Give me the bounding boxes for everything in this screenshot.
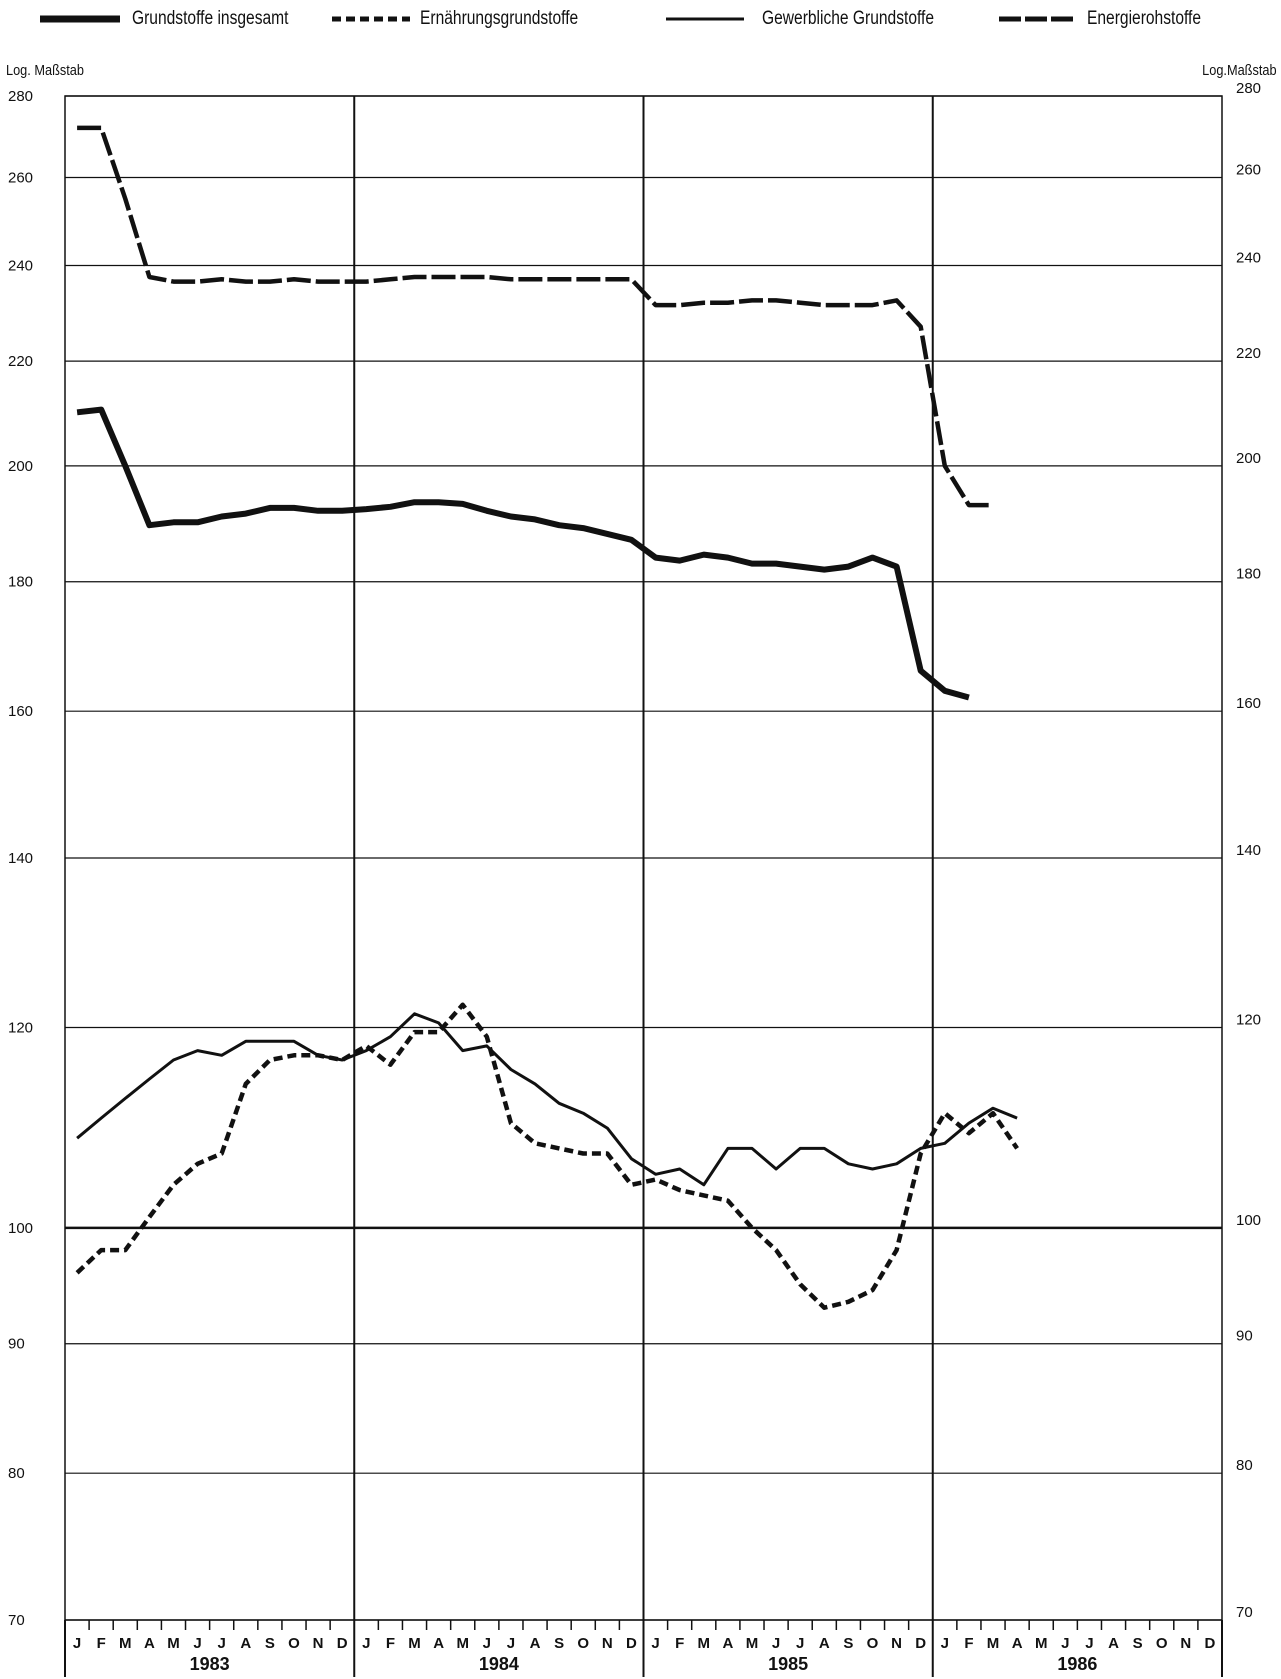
month-label: J: [73, 1635, 81, 1652]
y-tick-label-left: 80: [8, 1465, 25, 1482]
month-label: J: [796, 1635, 804, 1652]
y-tick-label-left: 220: [8, 353, 33, 370]
year-label-1983: 1983: [190, 1654, 230, 1674]
month-label: O: [1156, 1635, 1168, 1652]
month-label: A: [530, 1635, 541, 1652]
month-label: J: [507, 1635, 515, 1652]
month-label: M: [1035, 1635, 1048, 1652]
month-label: A: [1108, 1635, 1119, 1652]
month-label: F: [97, 1635, 106, 1652]
month-label: D: [626, 1635, 637, 1652]
series-line-grundstoffe-insgesamt: [76, 406, 970, 701]
month-label: M: [119, 1635, 132, 1652]
year-label-1984: 1984: [479, 1654, 519, 1674]
month-label: A: [433, 1635, 444, 1652]
legend-label: Energierohstoffe: [1087, 8, 1202, 29]
month-label: D: [915, 1635, 926, 1652]
month-label: S: [265, 1635, 275, 1652]
month-label: O: [577, 1635, 589, 1652]
y-tick-label-left: 280: [8, 88, 33, 105]
month-label: N: [313, 1635, 324, 1652]
month-label: O: [867, 1635, 879, 1652]
y-tick-label-right: 120: [1236, 1011, 1261, 1028]
y-tick-label-left: 90: [8, 1336, 25, 1353]
legend: Grundstoffe insgesamt Ernährungsgrundsto…: [0, 0, 1281, 40]
series-line-energierohstoffe: [77, 125, 993, 508]
right-axis-caption: Log.Maßstab: [1202, 62, 1277, 79]
y-tick-label-left: 100: [8, 1220, 33, 1237]
legend-swatch-dotted: [332, 16, 410, 22]
month-label: J: [218, 1635, 226, 1652]
y-tick-label-right: 280: [1236, 80, 1261, 97]
month-label: F: [675, 1635, 684, 1652]
month-label: M: [167, 1635, 180, 1652]
month-label: M: [987, 1635, 1000, 1652]
y-tick-label-left: 260: [8, 169, 33, 186]
y-tick-label-left: 160: [8, 703, 33, 720]
y-tick-label-right: 70: [1236, 1604, 1253, 1621]
left-axis-caption: Log. Maßstab: [6, 62, 84, 79]
month-label: O: [288, 1635, 300, 1652]
y-tick-label-right: 140: [1236, 842, 1261, 859]
month-label: F: [964, 1635, 973, 1652]
month-label: A: [1012, 1635, 1023, 1652]
legend-label: Grundstoffe insgesamt: [132, 8, 289, 29]
month-label: S: [1133, 1635, 1143, 1652]
month-label: M: [746, 1635, 759, 1652]
month-label: A: [819, 1635, 830, 1652]
month-label: A: [144, 1635, 155, 1652]
y-tick-label-left: 120: [8, 1019, 33, 1036]
series-line-ern-hrungsgrundstoffe: [75, 1002, 1019, 1310]
y-tick-label-left: 140: [8, 850, 33, 867]
month-label: F: [386, 1635, 395, 1652]
month-label: J: [1085, 1635, 1093, 1652]
y-tick-label-left: 200: [8, 458, 33, 475]
y-tick-label-right: 180: [1236, 566, 1261, 583]
axes: 70 70 80 80 90 90 100 100 120 120 140 140 160 160 180 1…: [8, 80, 1261, 1674]
legend-label: Ernährungsgrundstoffe: [420, 8, 579, 29]
month-label: J: [941, 1635, 949, 1652]
y-tick-label-right: 100: [1236, 1212, 1261, 1229]
series-line-gewerbliche-grundstoffe: [76, 1012, 1018, 1187]
y-tick-label-right: 160: [1236, 695, 1261, 712]
year-label-1985: 1985: [768, 1654, 808, 1674]
month-label: N: [1180, 1635, 1191, 1652]
y-tick-label-right: 220: [1236, 345, 1261, 362]
grid: [64, 95, 1223, 1677]
series-lines: [75, 125, 1019, 1310]
y-tick-label-right: 200: [1236, 450, 1261, 467]
month-label: D: [337, 1635, 348, 1652]
month-label: S: [554, 1635, 564, 1652]
month-label: M: [698, 1635, 711, 1652]
y-tick-label-right: 90: [1236, 1328, 1253, 1345]
month-label: J: [1061, 1635, 1069, 1652]
y-tick-label-right: 260: [1236, 161, 1261, 178]
month-label: M: [408, 1635, 421, 1652]
y-tick-label-left: 180: [8, 574, 33, 591]
month-label: N: [891, 1635, 902, 1652]
month-label: A: [722, 1635, 733, 1652]
month-label: J: [193, 1635, 201, 1652]
y-tick-label-right: 80: [1236, 1457, 1253, 1474]
month-label: M: [456, 1635, 469, 1652]
month-label: J: [651, 1635, 659, 1652]
month-label: J: [483, 1635, 491, 1652]
y-tick-label-left: 70: [8, 1612, 25, 1629]
legend-label: Gewerbliche Grundstoffe: [762, 8, 935, 29]
month-label: J: [772, 1635, 780, 1652]
month-label: A: [240, 1635, 251, 1652]
month-label: J: [362, 1635, 370, 1652]
month-label: S: [843, 1635, 853, 1652]
y-tick-label-left: 240: [8, 257, 33, 274]
month-label: D: [1205, 1635, 1216, 1652]
y-tick-label-right: 240: [1236, 249, 1261, 266]
legend-swatch-thin: [666, 17, 744, 21]
year-label-1986: 1986: [1057, 1654, 1097, 1674]
legend-swatch-thick: [40, 15, 120, 23]
legend-swatch-dashed: [999, 16, 1077, 22]
month-label: N: [602, 1635, 613, 1652]
